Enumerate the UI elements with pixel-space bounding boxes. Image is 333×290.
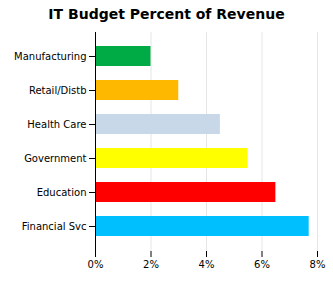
svg-text:4%: 4% — [199, 259, 215, 270]
svg-text:Financial Svc: Financial Svc — [22, 221, 87, 232]
svg-text:8%: 8% — [310, 259, 326, 270]
svg-text:Government: Government — [24, 153, 86, 164]
svg-text:6%: 6% — [254, 259, 270, 270]
svg-text:Retail/Distb: Retail/Distb — [29, 85, 87, 96]
svg-text:Education: Education — [37, 187, 87, 198]
svg-text:Manufacturing: Manufacturing — [14, 51, 86, 62]
svg-text:0%: 0% — [88, 259, 104, 270]
svg-text:2%: 2% — [143, 259, 159, 270]
html-text:IT Budget Percent of Revenue: IT Budget Percent of Revenue — [48, 6, 285, 22]
svg-text:Health Care: Health Care — [27, 119, 86, 130]
